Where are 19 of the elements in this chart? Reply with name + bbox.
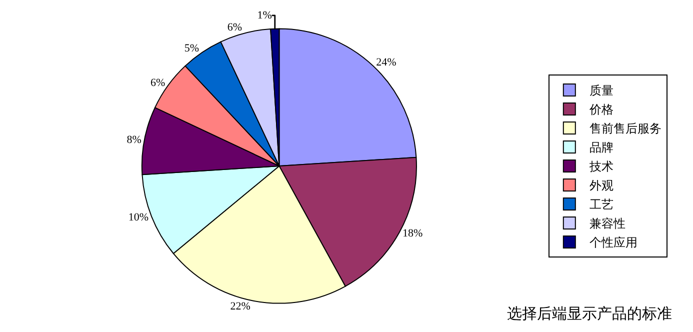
data-label: 24% — [376, 56, 396, 69]
data-label: 18% — [402, 228, 423, 240]
data-label: 8% — [126, 134, 142, 146]
legend-label: 个性应用 — [589, 236, 638, 250]
text: 选择后端显示产品的标准 — [507, 304, 672, 323]
legend-label: 价格 — [588, 102, 614, 117]
legend-label: 工艺 — [589, 198, 614, 212]
legend-label: 品牌 — [589, 140, 614, 155]
legend-label: 兼容性 — [589, 216, 626, 231]
data-label: 10% — [128, 211, 149, 224]
data-label: 6% — [150, 77, 166, 90]
data-label: 6% — [227, 21, 242, 34]
data-label: 22% — [230, 300, 250, 313]
data-label: 1% — [257, 9, 272, 22]
legend-label: 技术 — [588, 160, 614, 174]
data-label: 5% — [184, 42, 200, 54]
legend-label: 外观 — [589, 178, 614, 193]
legend-label: 质量 — [589, 84, 614, 98]
legend-label: 售前售后服务 — [589, 122, 662, 136]
